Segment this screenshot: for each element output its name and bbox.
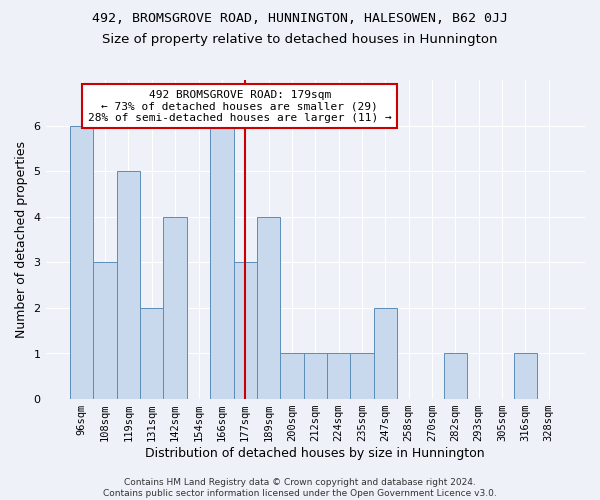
Bar (140, 308, 163, 399)
Bar (94, 262, 117, 399)
X-axis label: Distribution of detached houses by size in Hunnington: Distribution of detached houses by size … (145, 447, 485, 460)
Bar (257, 217, 280, 399)
Text: Size of property relative to detached houses in Hunnington: Size of property relative to detached ho… (102, 32, 498, 46)
Y-axis label: Number of detached properties: Number of detached properties (15, 141, 28, 338)
Bar (514, 354, 537, 399)
Text: Contains HM Land Registry data © Crown copyright and database right 2024.
Contai: Contains HM Land Registry data © Crown c… (103, 478, 497, 498)
Bar (444, 354, 467, 399)
Bar (70, 126, 94, 399)
Text: 492 BROMSGROVE ROAD: 179sqm
← 73% of detached houses are smaller (29)
28% of sem: 492 BROMSGROVE ROAD: 179sqm ← 73% of det… (88, 90, 392, 123)
Text: 492, BROMSGROVE ROAD, HUNNINGTON, HALESOWEN, B62 0JJ: 492, BROMSGROVE ROAD, HUNNINGTON, HALESO… (92, 12, 508, 26)
Bar (350, 354, 374, 399)
Bar (327, 354, 350, 399)
Bar (280, 354, 304, 399)
Bar (233, 262, 257, 399)
Bar (374, 308, 397, 399)
Bar (117, 171, 140, 399)
Bar (210, 126, 233, 399)
Bar (163, 217, 187, 399)
Bar (304, 354, 327, 399)
